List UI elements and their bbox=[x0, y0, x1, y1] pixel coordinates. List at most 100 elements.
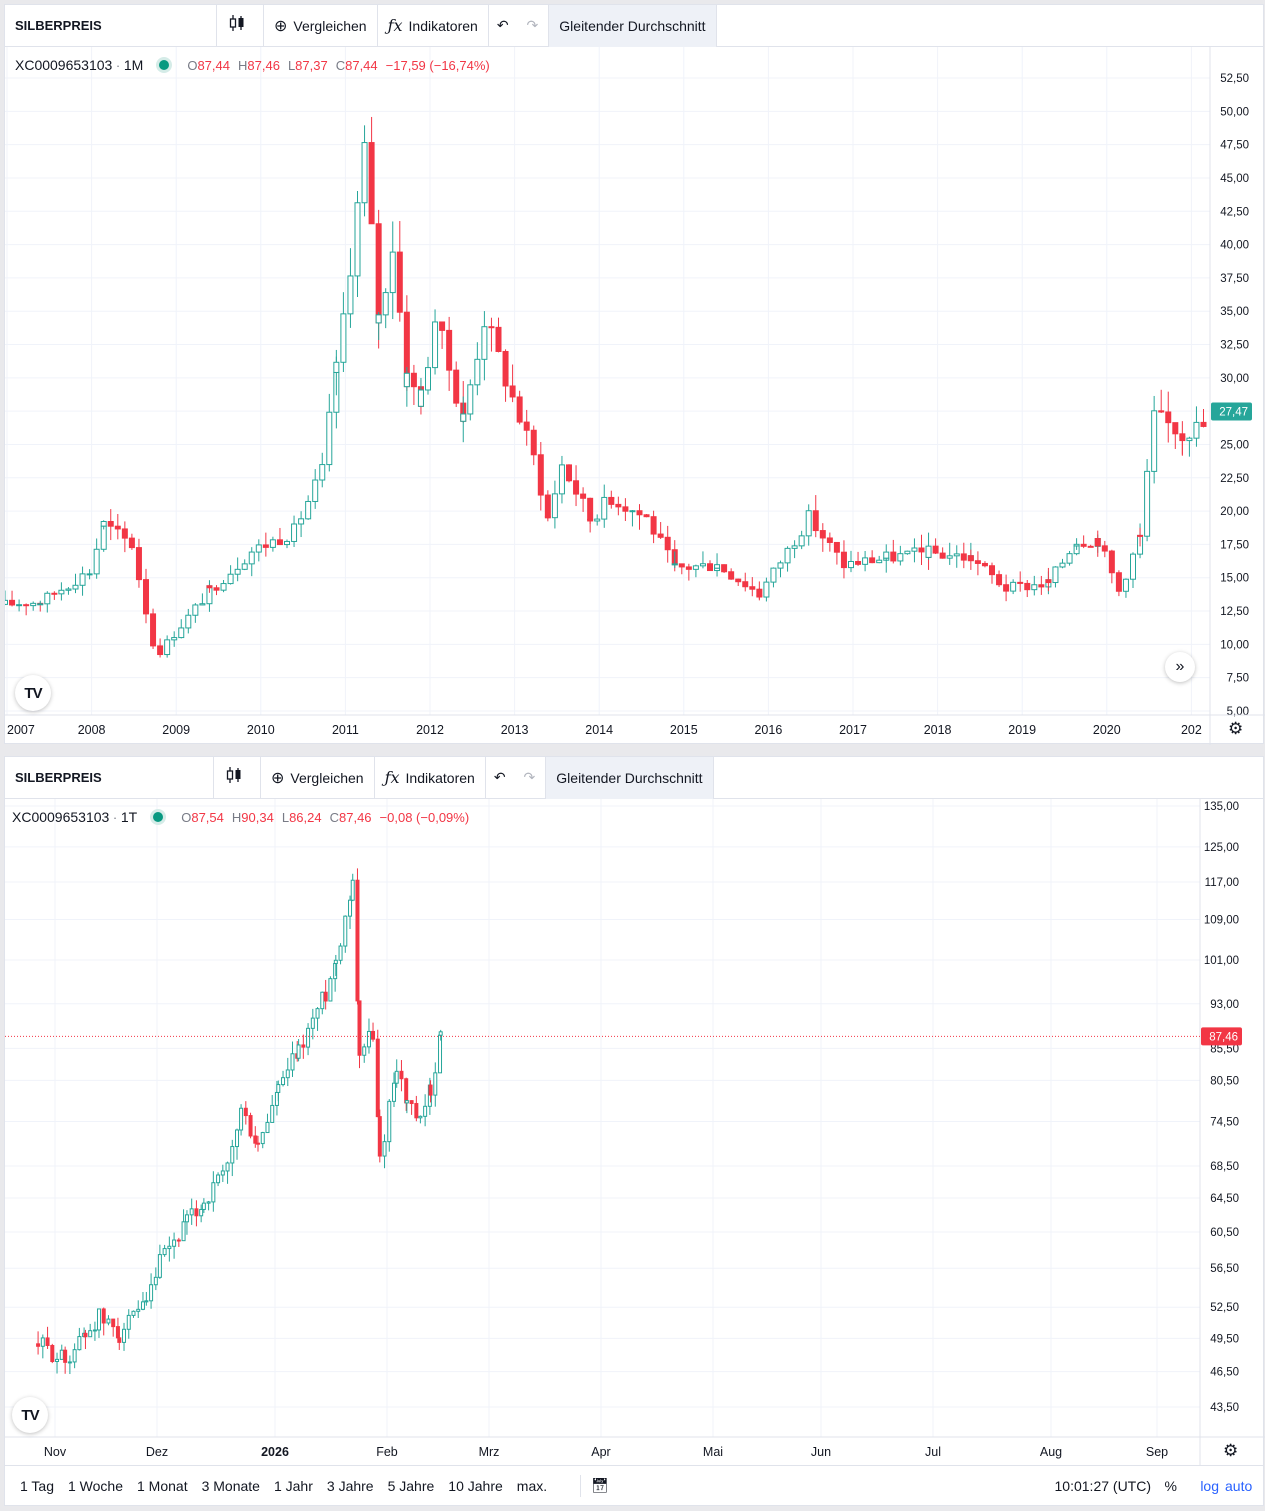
indicators-button[interactable]: ƒx Indikatoren bbox=[378, 4, 489, 47]
candle-body bbox=[30, 602, 37, 607]
redo-button[interactable]: ↷ bbox=[514, 756, 547, 799]
candle-body bbox=[185, 614, 192, 629]
candle-body bbox=[869, 557, 876, 564]
candle-body bbox=[721, 564, 728, 573]
candle-body bbox=[763, 581, 770, 598]
candle-body bbox=[862, 557, 869, 565]
last-price-label: 87,46 bbox=[1209, 1031, 1238, 1043]
candle-body bbox=[83, 1332, 88, 1338]
y-tick-label: 68,50 bbox=[1210, 1161, 1239, 1173]
range-5y[interactable]: 5 Jahre bbox=[387, 1477, 435, 1494]
chart-type-button[interactable] bbox=[217, 4, 264, 47]
candle-body bbox=[338, 945, 343, 961]
compare-button[interactable]: ⊕ Vergleichen bbox=[264, 4, 378, 47]
range-3m[interactable]: 3 Monate bbox=[201, 1477, 260, 1494]
candle-body bbox=[502, 350, 509, 387]
candle-body bbox=[382, 1141, 387, 1157]
candle-body bbox=[1115, 572, 1122, 592]
undo-button[interactable]: ↶ bbox=[486, 757, 514, 799]
candle-body bbox=[354, 202, 361, 277]
undo-button[interactable]: ↶ bbox=[489, 5, 517, 47]
candle-body bbox=[59, 1349, 64, 1360]
candle-body bbox=[664, 536, 671, 551]
range-3y[interactable]: 3 Jahre bbox=[326, 1477, 374, 1494]
candle-body bbox=[488, 326, 495, 329]
candle-body bbox=[1080, 543, 1087, 547]
candle-body bbox=[819, 530, 826, 539]
candle-body bbox=[150, 613, 157, 647]
candle-body bbox=[296, 1044, 301, 1059]
candle-body bbox=[417, 389, 424, 407]
range-1m[interactable]: 1 Monat bbox=[137, 1477, 188, 1494]
candle-body bbox=[100, 525, 107, 550]
y-tick-label: 22,50 bbox=[1220, 473, 1249, 485]
candle-body bbox=[305, 500, 312, 520]
y-tick-label: 46,50 bbox=[1210, 1367, 1239, 1379]
log-toggle[interactable]: log bbox=[1200, 1477, 1219, 1494]
gear-icon[interactable]: ⚙ bbox=[1223, 1441, 1239, 1460]
redo-icon: ↷ bbox=[526, 17, 539, 33]
chart-type-button[interactable] bbox=[214, 756, 261, 799]
candle-body bbox=[728, 571, 735, 580]
candle-body bbox=[143, 579, 149, 615]
tradingview-logo[interactable]: TV bbox=[12, 1397, 48, 1433]
candle-body bbox=[587, 497, 594, 520]
candle-body bbox=[409, 1100, 414, 1105]
compare-button[interactable]: ⊕ Vergleichen bbox=[261, 756, 375, 799]
candle-body bbox=[176, 1239, 181, 1242]
tradingview-logo[interactable]: TV bbox=[15, 675, 51, 711]
candle-body bbox=[213, 587, 220, 591]
y-tick-label: 101,00 bbox=[1204, 955, 1239, 967]
price-chart-daily[interactable]: 135,00 125,00 117,00 109,00 101,00 93,00 85,50… bbox=[5, 757, 1265, 1467]
candle-body bbox=[201, 1202, 206, 1210]
candle-body bbox=[904, 550, 911, 555]
candle-body bbox=[410, 372, 417, 388]
candle-body bbox=[650, 516, 657, 535]
calendar-icon[interactable]: 📅︎ bbox=[580, 1474, 609, 1497]
candle-body bbox=[699, 563, 706, 567]
candle-body bbox=[1193, 421, 1200, 439]
range-10y[interactable]: 10 Jahre bbox=[448, 1477, 503, 1494]
range-max[interactable]: max. bbox=[516, 1477, 548, 1494]
candle-body bbox=[172, 1239, 177, 1247]
utc-clock[interactable]: 10:01:27 (UTC) bbox=[1054, 1477, 1151, 1494]
auto-toggle[interactable]: auto bbox=[1225, 1477, 1253, 1494]
ohlc-legend: XC0009653103 · 1M O 87,44 H 87,46 L 87,37 C… bbox=[15, 57, 490, 73]
scroll-right-icon[interactable]: » bbox=[1165, 652, 1195, 682]
candle-body bbox=[403, 372, 410, 388]
candle-body bbox=[347, 275, 354, 315]
candle-body bbox=[375, 314, 382, 324]
y-tick-label: 15,00 bbox=[1220, 573, 1249, 585]
symbol-name[interactable]: SILBERPREIS bbox=[5, 4, 217, 47]
legend-code: XC0009653103 bbox=[12, 809, 110, 825]
gear-icon[interactable]: ⚙ bbox=[1228, 719, 1244, 738]
x-tick-label: 2019 bbox=[1008, 723, 1036, 737]
legend-close: 87,46 bbox=[339, 809, 372, 825]
candle-body bbox=[735, 578, 742, 583]
candle-body bbox=[276, 1084, 281, 1093]
candle-body bbox=[65, 588, 72, 591]
x-tick-label: 2017 bbox=[839, 723, 867, 737]
legend-interval: 1M bbox=[123, 57, 144, 73]
range-1w[interactable]: 1 Woche bbox=[68, 1477, 123, 1494]
moving-average-button[interactable]: Gleitender Durchschnitt bbox=[546, 756, 714, 799]
price-chart-monthly[interactable]: 52,50 50,00 47,50 45,00 42,50 40,00 37,50 35,00… bbox=[5, 5, 1265, 745]
range-1y[interactable]: 1 Jahr bbox=[273, 1477, 313, 1494]
percent-toggle[interactable]: % bbox=[1164, 1477, 1177, 1494]
last-price-badge bbox=[1211, 402, 1252, 421]
redo-button[interactable]: ↷ bbox=[517, 4, 550, 47]
moving-average-button[interactable]: Gleitender Durchschnitt bbox=[549, 4, 717, 47]
candle-body bbox=[298, 518, 305, 525]
candle-body bbox=[44, 592, 51, 605]
candle-body bbox=[1158, 410, 1165, 413]
symbol-name[interactable]: SILBERPREIS bbox=[5, 756, 214, 799]
candle-body bbox=[460, 413, 467, 422]
range-1d[interactable]: 1 Tag bbox=[20, 1477, 54, 1494]
legend-change: −0,08 (−0,09%) bbox=[379, 809, 470, 825]
candle-body bbox=[1017, 581, 1024, 584]
candle-body bbox=[636, 510, 643, 516]
indicators-button[interactable]: ƒx Indikatoren bbox=[375, 756, 486, 799]
market-status-dot bbox=[153, 812, 164, 822]
candle-body bbox=[114, 525, 121, 530]
candle-body bbox=[387, 1100, 392, 1143]
